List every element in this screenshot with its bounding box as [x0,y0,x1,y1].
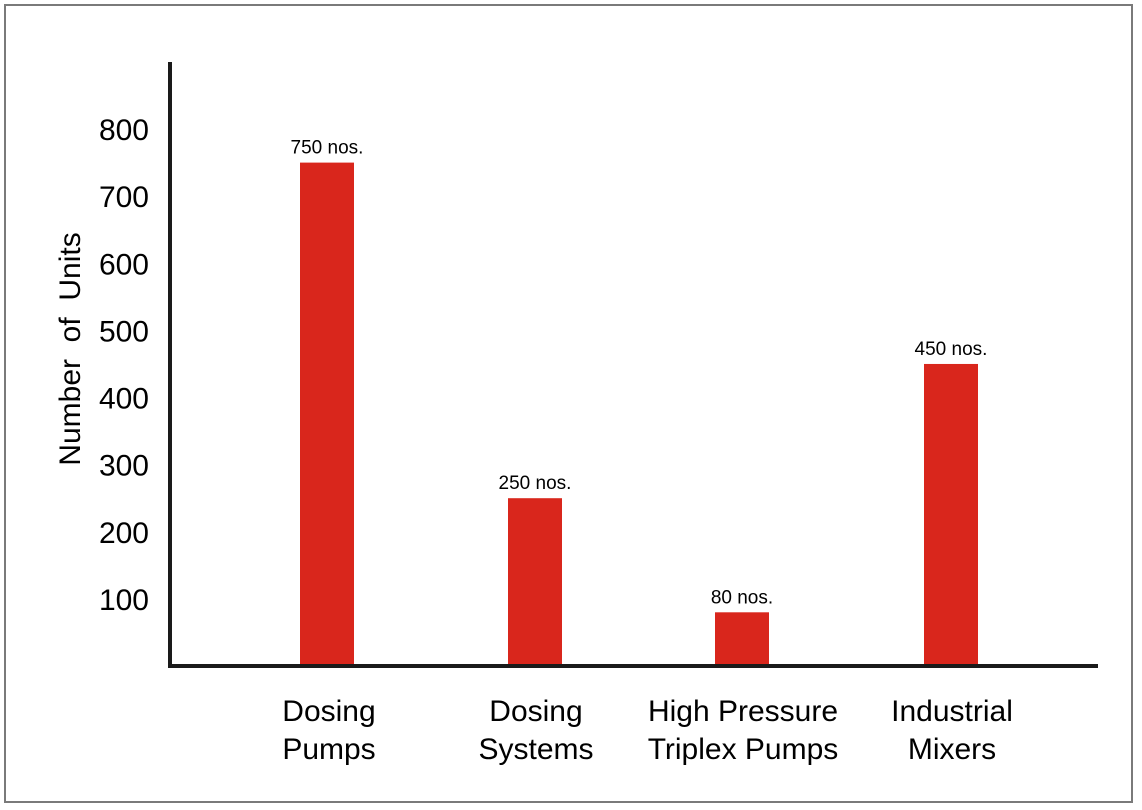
bar [715,612,769,666]
y-tick-label: 600 [99,248,149,281]
y-tick-label: 800 [99,114,149,147]
x-category-label: Systems [478,733,593,766]
x-category-label: Dosing [282,695,375,728]
bars [300,162,978,666]
x-category-label: Dosing [489,695,582,728]
y-tick-labels: 100 200 300 400 500 600 700 800 [99,114,149,617]
data-labels: 750 nos. 250 nos. 80 nos. 450 nos. [291,138,988,609]
x-category-label: High Pressure [648,695,838,728]
y-tick-label: 500 [99,315,149,348]
y-axis-label: Number of Units [54,232,87,465]
x-category-label: Triplex Pumps [648,733,839,766]
x-category-label: Pumps [282,733,375,766]
y-tick-label: 200 [99,517,149,550]
bar [300,162,354,666]
y-tick-label: 700 [99,181,149,214]
bar-data-label: 450 nos. [915,339,988,360]
category-labels: Dosing Pumps Dosing Systems High Pressure Tri… [282,695,1013,766]
bar-data-label: 750 nos. [291,138,364,159]
bar [508,498,562,666]
y-tick-label: 100 [99,584,149,617]
bar-data-label: 250 nos. [499,473,572,494]
bar [924,363,978,666]
x-category-label: Industrial [891,695,1013,728]
bar-data-label: 80 nos. [711,587,773,608]
x-category-label: Mixers [908,733,996,766]
y-tick-label: 300 [99,450,149,483]
y-tick-label: 400 [99,383,149,416]
